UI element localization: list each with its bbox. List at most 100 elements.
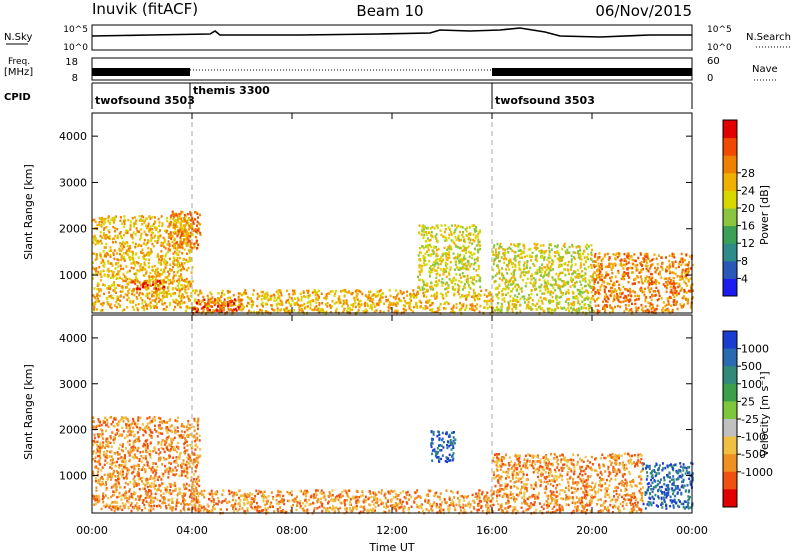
data-cell (452, 304, 455, 308)
data-cell (192, 229, 195, 232)
data-cell (116, 252, 119, 255)
data-cell (104, 416, 107, 419)
data-cell (312, 308, 315, 312)
data-cell (642, 291, 645, 294)
data-cell (172, 256, 175, 259)
data-cell (675, 267, 678, 270)
data-cell (666, 265, 669, 269)
data-cell (376, 290, 379, 293)
data-cell (125, 276, 127, 280)
data-cell (184, 438, 187, 442)
data-cell (221, 306, 224, 310)
data-cell (462, 302, 465, 306)
data-cell (277, 289, 280, 292)
data-cell (455, 238, 458, 242)
data-cell (223, 298, 226, 301)
data-cell (487, 292, 490, 295)
data-cell (118, 420, 121, 423)
data-cell (238, 308, 241, 311)
data-cell (285, 310, 288, 314)
data-cell (222, 309, 225, 312)
data-cell (348, 291, 351, 294)
data-cell (475, 280, 478, 283)
data-cell (187, 423, 190, 426)
data-cell (157, 261, 160, 264)
data-cell (192, 220, 195, 223)
data-cell (415, 292, 418, 295)
data-cell (608, 289, 610, 293)
data-cell (187, 218, 190, 221)
freq-label-1: Freq. (8, 57, 30, 67)
data-cell (513, 257, 516, 261)
data-cell (180, 502, 183, 506)
data-cell (131, 471, 134, 475)
data-cell (316, 297, 319, 301)
data-cell (179, 236, 182, 239)
data-cell (660, 276, 663, 279)
data-cell (432, 288, 435, 291)
data-cell (110, 303, 113, 306)
data-cell (338, 297, 341, 300)
data-cell (325, 297, 327, 301)
data-cell (492, 268, 495, 272)
data-cell (132, 470, 135, 474)
data-cell (611, 262, 614, 266)
data-cell (162, 241, 165, 245)
data-cell (446, 248, 449, 251)
data-cell (116, 227, 119, 231)
data-cell (148, 297, 151, 301)
data-cell (167, 472, 170, 476)
data-cell (92, 452, 95, 455)
data-cell (587, 291, 590, 295)
data-cell (589, 285, 591, 288)
data-cell (598, 269, 601, 272)
data-cell (215, 308, 218, 312)
data-cell (116, 501, 119, 504)
data-cell (147, 247, 150, 250)
data-cell (152, 283, 154, 286)
data-cell (173, 215, 176, 219)
data-cell (124, 492, 127, 495)
data-cell (186, 428, 189, 432)
data-cell (577, 300, 580, 303)
data-cell (127, 218, 130, 222)
data-cell (450, 224, 453, 227)
data-cell (567, 304, 570, 307)
data-cell (477, 264, 480, 268)
data-cell (687, 278, 690, 282)
data-cell (688, 255, 691, 258)
data-cell (196, 492, 199, 495)
data-cell (179, 288, 182, 292)
data-cell (100, 434, 103, 438)
data-cell (197, 293, 200, 297)
data-cell (512, 282, 515, 285)
data-cell (596, 288, 599, 292)
data-cell (169, 467, 172, 470)
data-cell (100, 236, 103, 239)
data-cell (464, 262, 467, 266)
data-cell (364, 304, 367, 308)
data-cell (177, 446, 180, 449)
data-cell (194, 299, 196, 302)
data-cell (589, 263, 592, 267)
data-cell (578, 289, 581, 292)
data-cell (291, 299, 294, 303)
data-cell (668, 259, 671, 263)
data-cell (522, 278, 524, 282)
data-cell (587, 265, 590, 269)
data-cell (686, 270, 689, 274)
data-cell (584, 280, 587, 283)
data-cell (168, 257, 171, 261)
data-cell (269, 295, 272, 298)
data-cell (174, 223, 177, 227)
data-cell (557, 265, 560, 269)
data-cell (520, 252, 522, 256)
data-cell (167, 247, 170, 251)
data-cell (166, 275, 169, 279)
data-cell (183, 238, 186, 242)
data-cell (442, 269, 445, 273)
data-cell (651, 280, 653, 283)
data-cell (493, 280, 496, 283)
data-cell (462, 288, 464, 291)
